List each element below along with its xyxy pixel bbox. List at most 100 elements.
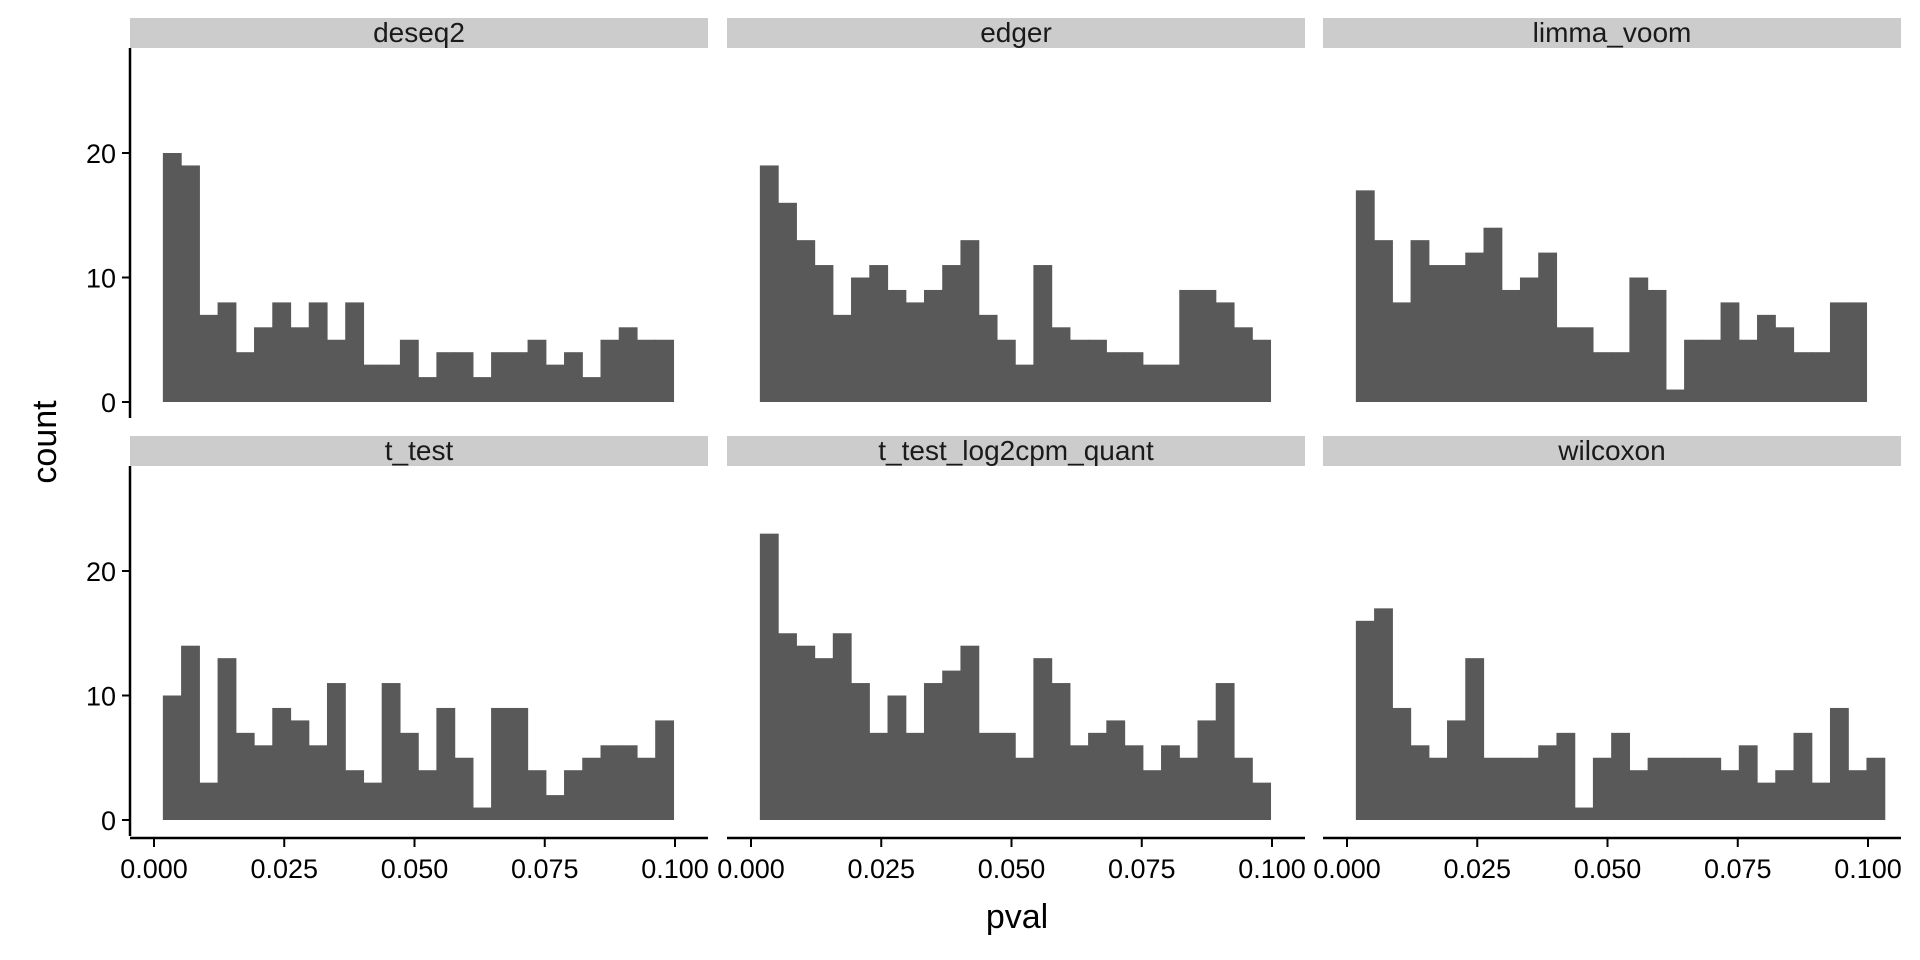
histogram-bar bbox=[1483, 227, 1503, 402]
histogram-bar bbox=[1051, 327, 1071, 402]
histogram-bar bbox=[1197, 720, 1217, 820]
histogram-bar bbox=[162, 695, 182, 820]
histogram-bar bbox=[1556, 732, 1576, 820]
x-tick-label: 0.100 bbox=[1238, 854, 1306, 884]
histogram-bar bbox=[1848, 770, 1868, 820]
histogram-bar bbox=[1215, 302, 1235, 402]
histogram-bar bbox=[1519, 757, 1539, 820]
histogram-bar bbox=[1866, 757, 1886, 820]
histogram-bar bbox=[1392, 302, 1412, 402]
histogram-bar bbox=[345, 302, 365, 402]
histogram-bar bbox=[832, 633, 852, 820]
histogram-bar bbox=[254, 327, 273, 402]
histogram-bar bbox=[636, 339, 656, 402]
histogram-bar bbox=[235, 352, 255, 402]
facet-label: t_test bbox=[385, 435, 454, 466]
x-tick-label: 0.025 bbox=[250, 854, 318, 884]
histogram-bar bbox=[363, 782, 383, 820]
histogram-bar bbox=[1793, 352, 1813, 402]
histogram-bar bbox=[996, 339, 1016, 402]
histogram-bar bbox=[1556, 327, 1576, 402]
histogram-bar bbox=[308, 745, 328, 820]
histogram-bar bbox=[1142, 364, 1162, 402]
y-tick-label: 10 bbox=[86, 682, 116, 712]
y-axis-row-1: 0 10 20 bbox=[86, 48, 132, 418]
histogram-bar bbox=[1215, 683, 1235, 820]
histogram-bar bbox=[272, 302, 292, 402]
histogram-bar bbox=[600, 339, 620, 402]
histogram-bar bbox=[1684, 339, 1703, 402]
histogram-bar bbox=[960, 645, 980, 820]
histogram-bar bbox=[472, 377, 492, 402]
y-tick-label: 0 bbox=[101, 388, 116, 418]
histogram-bar bbox=[1374, 608, 1393, 820]
histogram-bar bbox=[1161, 364, 1180, 402]
histogram-bar bbox=[1033, 658, 1053, 820]
histogram-bar bbox=[1811, 352, 1831, 402]
histogram-bar bbox=[1629, 277, 1649, 402]
histogram-bar bbox=[942, 670, 962, 820]
facet-panel-t_test_log2cpm_quant: t_test_log2cpm_quant bbox=[727, 435, 1305, 820]
facet-label: wilcoxon bbox=[1557, 435, 1665, 466]
histogram-bar bbox=[545, 364, 565, 402]
histogram-bar bbox=[1355, 620, 1375, 820]
x-tick-label: 0.050 bbox=[978, 854, 1046, 884]
histogram-bar bbox=[1428, 265, 1448, 402]
y-tick-label: 20 bbox=[86, 557, 116, 587]
histogram-bar bbox=[1702, 339, 1722, 402]
histogram-bar bbox=[1124, 745, 1144, 820]
histogram-bar bbox=[509, 707, 529, 820]
histogram-bar bbox=[1410, 745, 1430, 820]
facet-panel-limma_voom: limma_voom bbox=[1323, 17, 1901, 402]
histogram-bar bbox=[778, 633, 797, 820]
histogram-bar bbox=[1179, 757, 1199, 820]
histogram-bar bbox=[1848, 302, 1868, 402]
x-axis-col-1: 0.000 0.025 0.050 0.075 0.100 bbox=[120, 836, 709, 884]
histogram-bar bbox=[1829, 707, 1849, 820]
histogram-bar bbox=[1392, 707, 1412, 820]
histogram-bar bbox=[1069, 339, 1089, 402]
histogram-bar bbox=[887, 695, 907, 820]
x-tick-label: 0.075 bbox=[1108, 854, 1176, 884]
facet-panels: deseq2 edger limma_voom t_test t_test_log2cp… bbox=[130, 17, 1901, 820]
histogram-bar bbox=[381, 683, 401, 820]
facet-panel-wilcoxon: wilcoxon bbox=[1323, 435, 1901, 820]
histogram-bar bbox=[527, 770, 547, 820]
histogram-bar bbox=[564, 352, 583, 402]
x-tick-label: 0.075 bbox=[511, 854, 579, 884]
histogram-bar bbox=[308, 302, 328, 402]
x-axis-title: pval bbox=[986, 898, 1048, 936]
y-axis-row-2: 0 10 20 bbox=[86, 466, 132, 836]
histogram-bar bbox=[869, 265, 889, 402]
histogram-bar bbox=[832, 314, 852, 402]
histogram-bar bbox=[1051, 683, 1071, 820]
histogram-bar bbox=[418, 770, 437, 820]
histogram-bar bbox=[1088, 732, 1107, 820]
histogram-bar bbox=[796, 645, 816, 820]
histogram-bar bbox=[1410, 240, 1430, 402]
facet-strip bbox=[1323, 436, 1901, 466]
histogram-bar bbox=[759, 533, 779, 820]
x-tick-label: 0.050 bbox=[381, 854, 449, 884]
histogram-bar bbox=[1374, 240, 1393, 402]
histogram-bar bbox=[1611, 352, 1630, 402]
histogram-bar bbox=[491, 352, 510, 402]
histogram-bar bbox=[1611, 732, 1630, 820]
histogram-bar bbox=[905, 732, 925, 820]
histogram-bar bbox=[1197, 289, 1217, 402]
histogram-bar bbox=[618, 327, 638, 402]
facet-label: edger bbox=[980, 17, 1052, 48]
y-tick-label: 0 bbox=[101, 806, 116, 836]
facet-strip bbox=[130, 18, 708, 48]
x-tick-label: 0.025 bbox=[1443, 854, 1511, 884]
histogram-bar bbox=[814, 658, 834, 820]
histogram-bar bbox=[454, 757, 474, 820]
histogram-bar bbox=[582, 757, 602, 820]
histogram-bar bbox=[217, 302, 237, 402]
histogram-bar bbox=[1538, 252, 1558, 402]
histogram-bar bbox=[491, 707, 510, 820]
histogram-bar bbox=[1106, 720, 1126, 820]
histogram-bar bbox=[290, 327, 310, 402]
histogram-bar bbox=[1592, 757, 1612, 820]
facet-label: deseq2 bbox=[373, 17, 465, 48]
